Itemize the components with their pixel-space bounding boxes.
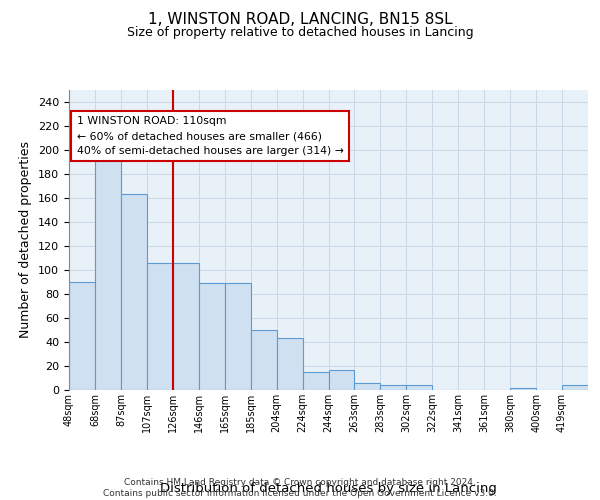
Bar [95, 150, 121, 390]
Bar [225, 283, 251, 390]
Y-axis label: Number of detached properties: Number of detached properties [19, 142, 32, 338]
Bar [147, 263, 173, 390]
Bar [562, 385, 588, 390]
Bar [251, 330, 277, 390]
Text: Contains HM Land Registry data © Crown copyright and database right 2024.
Contai: Contains HM Land Registry data © Crown c… [103, 478, 497, 498]
Text: Size of property relative to detached houses in Lancing: Size of property relative to detached ho… [127, 26, 473, 39]
Bar [277, 338, 302, 390]
Text: 1, WINSTON ROAD, LANCING, BN15 8SL: 1, WINSTON ROAD, LANCING, BN15 8SL [148, 12, 452, 28]
Bar [199, 283, 224, 390]
Bar [406, 385, 432, 390]
Bar [173, 263, 199, 390]
X-axis label: Distribution of detached houses by size in Lancing: Distribution of detached houses by size … [160, 482, 497, 495]
Bar [329, 370, 355, 390]
Bar [380, 385, 406, 390]
Bar [302, 372, 329, 390]
Bar [69, 282, 95, 390]
Bar [121, 194, 147, 390]
Bar [510, 388, 536, 390]
Text: 1 WINSTON ROAD: 110sqm
← 60% of detached houses are smaller (466)
40% of semi-de: 1 WINSTON ROAD: 110sqm ← 60% of detached… [77, 116, 344, 156]
Bar [355, 383, 380, 390]
